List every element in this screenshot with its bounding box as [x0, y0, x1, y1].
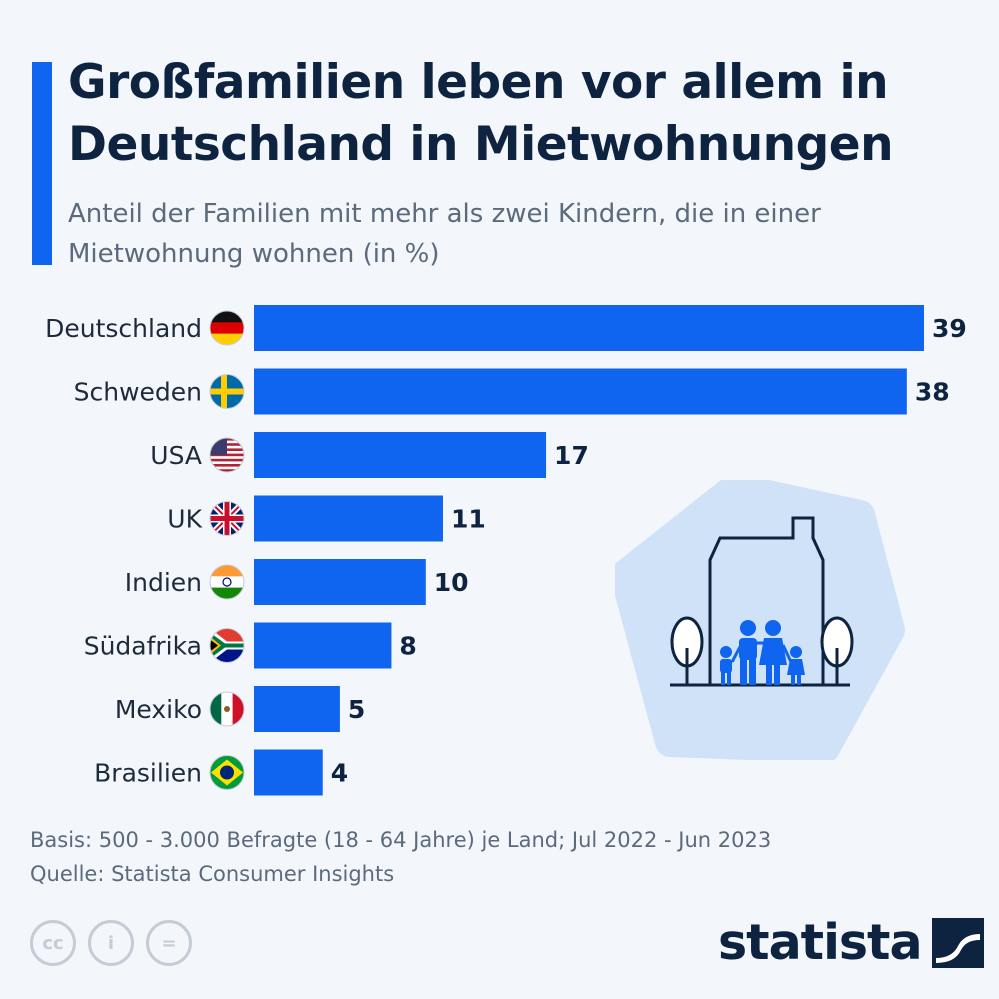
bar-0 [254, 305, 924, 351]
value-label: 5 [348, 695, 365, 724]
category-label: USA [150, 441, 202, 470]
category-label: Indien [125, 568, 202, 597]
value-label: 39 [932, 314, 967, 343]
category-label: Schweden [74, 378, 202, 407]
value-label: 8 [399, 632, 416, 661]
south-africa-flag-icon [209, 628, 245, 663]
brand-name: statista [718, 914, 923, 971]
bar-6 [254, 686, 340, 732]
bar-4 [254, 559, 426, 605]
mexico-flag-icon [209, 691, 245, 727]
brazil-flag-icon [209, 755, 245, 790]
uk-flag-icon [209, 501, 245, 536]
value-label: 17 [554, 441, 589, 470]
germany-flag-icon [209, 310, 245, 346]
value-label: 11 [451, 505, 486, 534]
category-label: Südafrika [84, 632, 202, 661]
bar-2 [254, 432, 547, 478]
statista-brand[interactable]: statista [718, 914, 984, 971]
license-icons: cc i = [30, 920, 192, 966]
category-label: UK [167, 505, 202, 534]
sweden-flag-icon [209, 374, 245, 409]
chart-footer: Basis: 500 - 3.000 Befragte (18 - 64 Jah… [30, 823, 771, 891]
attribution-icon[interactable]: i [88, 920, 134, 966]
india-flag-icon [209, 564, 245, 600]
statista-logo-icon [931, 917, 984, 968]
chart-subtitle: Anteil der Familien mit mehr als zwei Ki… [68, 199, 821, 269]
usa-flag-icon [209, 437, 245, 473]
category-label: Mexiko [115, 695, 202, 724]
creative-commons-icon[interactable]: cc [30, 920, 76, 966]
accent-bar [32, 62, 52, 265]
bar-1 [254, 368, 907, 415]
bar-7 [254, 749, 323, 796]
no-derivatives-icon[interactable]: = [146, 920, 192, 966]
value-label: 4 [331, 759, 348, 788]
bar-chart: Deutschland 39 Schweden 38 USA 17 UK 11 Indien 10… [45, 305, 967, 796]
bar-3 [254, 495, 443, 542]
source-note: Quelle: Statista Consumer Insights [30, 862, 395, 886]
category-label: Brasilien [94, 759, 202, 788]
chart-title: Großfamilien leben vor allem in Deutschl… [68, 55, 894, 172]
basis-note: Basis: 500 - 3.000 Befragte (18 - 64 Jah… [30, 828, 772, 852]
family-house-icon [615, 480, 905, 760]
value-label: 38 [915, 378, 950, 407]
bar-5 [254, 622, 392, 669]
value-label: 10 [434, 568, 469, 597]
category-label: Deutschland [45, 314, 202, 343]
